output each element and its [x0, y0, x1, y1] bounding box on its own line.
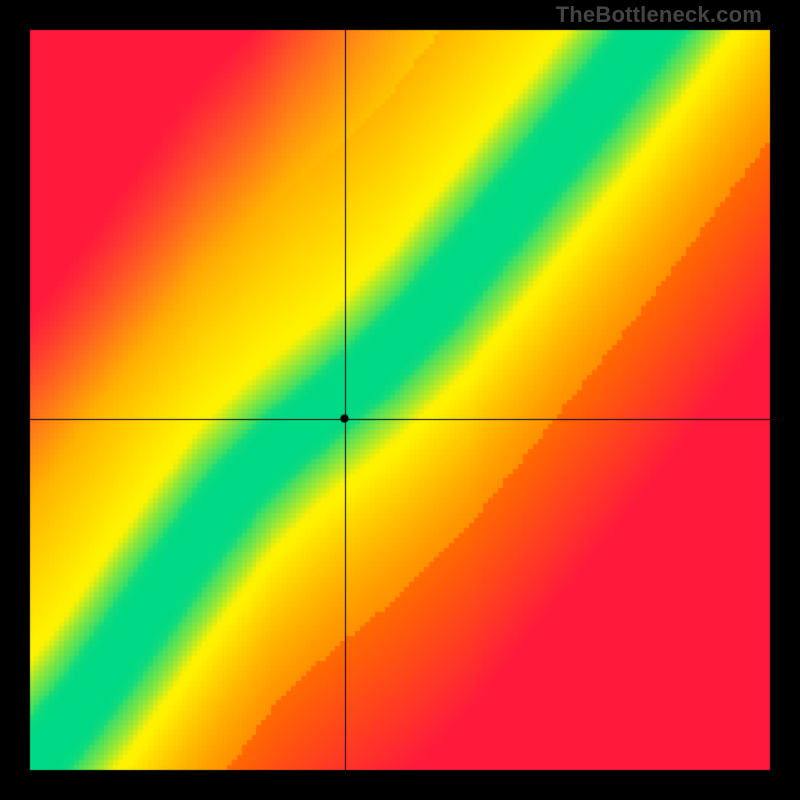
watermark-text: TheBottleneck.com: [556, 2, 762, 28]
bottleneck-heatmap: [0, 0, 800, 800]
chart-container: TheBottleneck.com: [0, 0, 800, 800]
